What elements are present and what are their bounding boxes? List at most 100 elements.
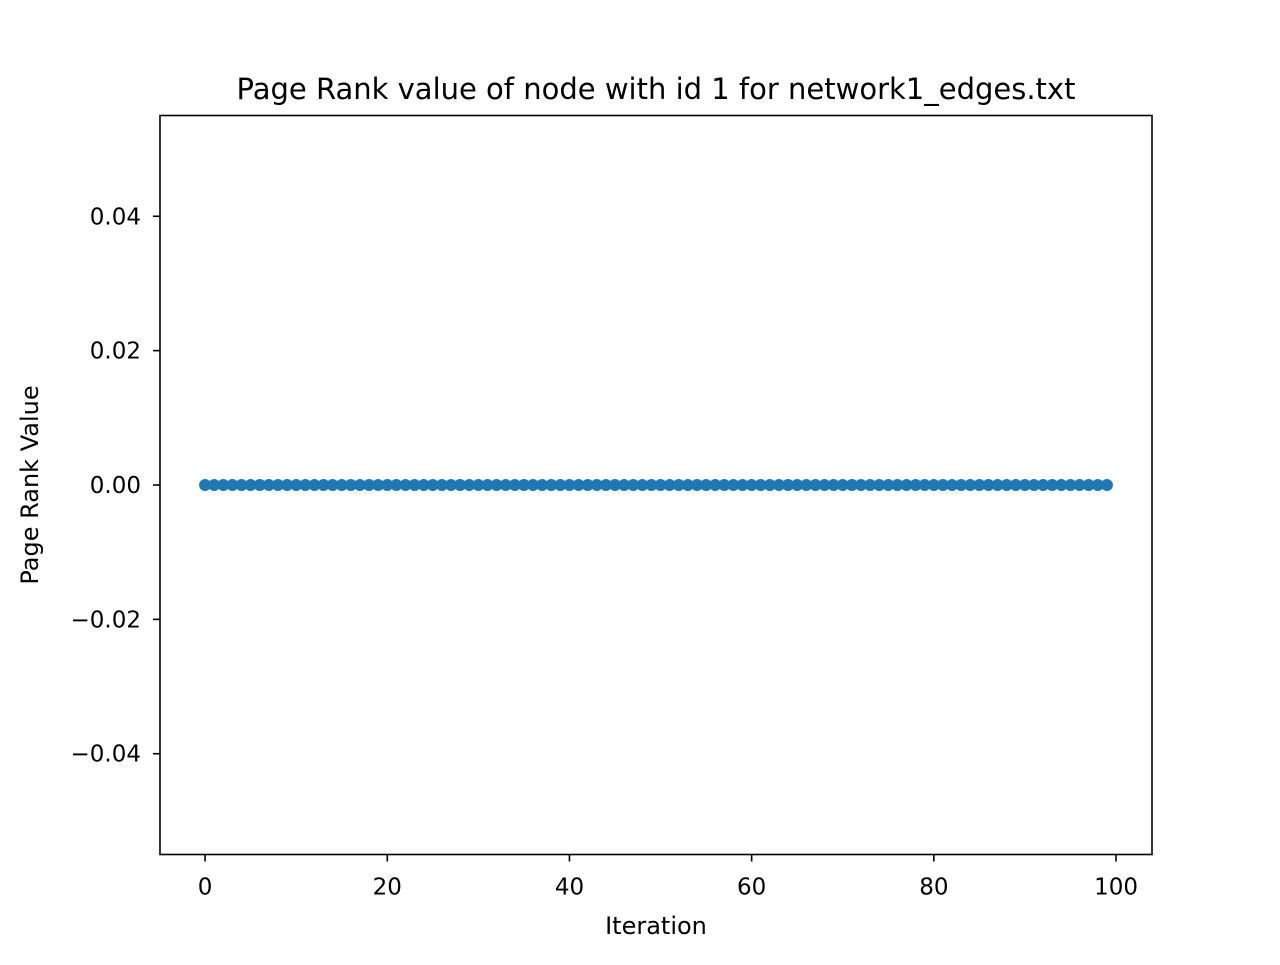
data-point (1055, 479, 1068, 491)
data-point (536, 479, 549, 491)
data-point (308, 479, 321, 491)
data-point (381, 479, 394, 491)
data-point (226, 479, 239, 491)
data-point (335, 479, 348, 491)
plot-frame (159, 114, 1153, 856)
data-point (1091, 479, 1104, 491)
data-point (772, 479, 785, 491)
y-tick-label: 0.04 (90, 204, 141, 230)
data-point (845, 479, 858, 491)
data-point (581, 479, 594, 491)
data-point (654, 479, 667, 491)
x-tick-label: 0 (198, 875, 213, 901)
data-point (572, 479, 585, 491)
data-point (754, 479, 767, 491)
data-point (709, 479, 722, 491)
data-point (609, 479, 622, 491)
data-point (599, 479, 612, 491)
data-points (199, 479, 1113, 491)
data-point (217, 479, 230, 491)
data-point (672, 479, 685, 491)
data-point (918, 479, 931, 491)
data-point (1000, 479, 1013, 491)
data-point (1009, 479, 1022, 491)
data-point (527, 479, 540, 491)
data-point (253, 479, 266, 491)
data-point (909, 479, 922, 491)
data-point (517, 479, 530, 491)
data-point (964, 479, 977, 491)
y-axis-label: Page Rank Value (16, 385, 44, 584)
data-point (936, 479, 949, 491)
data-point (827, 479, 840, 491)
data-point (281, 479, 294, 491)
data-point (353, 479, 366, 491)
data-point (244, 479, 257, 491)
data-point (372, 479, 385, 491)
data-point (262, 479, 275, 491)
data-point (1018, 479, 1031, 491)
x-tick-label: 60 (737, 875, 766, 901)
data-point (973, 479, 986, 491)
data-point (636, 479, 649, 491)
data-point (791, 479, 804, 491)
data-point (290, 479, 303, 491)
data-point (645, 479, 658, 491)
data-point (563, 479, 576, 491)
data-point (782, 479, 795, 491)
data-point (435, 479, 448, 491)
data-point (590, 479, 603, 491)
data-point (417, 479, 430, 491)
data-point (299, 479, 312, 491)
data-point (399, 479, 412, 491)
y-tick-label: −0.04 (71, 742, 141, 768)
data-point (946, 479, 959, 491)
data-point (317, 479, 330, 491)
data-point (1028, 479, 1041, 491)
axis-ticks: 0 20 40 60 80 100 −0.04 −0.02 0.00 0.02 0.04 (71, 204, 1138, 900)
data-point (763, 479, 776, 491)
data-point (499, 479, 512, 491)
data-point (955, 479, 968, 491)
x-axis-label: Iteration (605, 912, 707, 940)
data-point (618, 479, 631, 491)
data-point (545, 479, 558, 491)
data-point (809, 479, 822, 491)
data-point (463, 479, 476, 491)
x-tick-label: 20 (373, 875, 402, 901)
data-point (900, 479, 913, 491)
data-point (663, 479, 676, 491)
data-point (1073, 479, 1086, 491)
data-point (681, 479, 694, 491)
data-point (873, 479, 886, 491)
y-tick-label: 0.02 (90, 339, 141, 365)
data-point (800, 479, 813, 491)
data-point (271, 479, 284, 491)
data-point (736, 479, 749, 491)
data-point (472, 479, 485, 491)
chart-title: Page Rank value of node with id 1 for ne… (237, 72, 1076, 106)
data-point (208, 479, 221, 491)
data-point (1100, 479, 1113, 491)
data-point (390, 479, 403, 491)
data-point (1046, 479, 1059, 491)
data-point (927, 479, 940, 491)
data-point (982, 479, 995, 491)
data-point (408, 479, 421, 491)
data-point (235, 479, 248, 491)
data-point (700, 479, 713, 491)
data-point (199, 479, 212, 491)
data-point (445, 479, 458, 491)
data-point (344, 479, 357, 491)
data-point (627, 479, 640, 491)
data-point (727, 479, 740, 491)
data-point (1082, 479, 1095, 491)
data-point (718, 479, 731, 491)
data-point (554, 479, 567, 491)
data-point (363, 479, 376, 491)
data-point (818, 479, 831, 491)
data-point (891, 479, 904, 491)
x-tick-label: 80 (919, 875, 948, 901)
